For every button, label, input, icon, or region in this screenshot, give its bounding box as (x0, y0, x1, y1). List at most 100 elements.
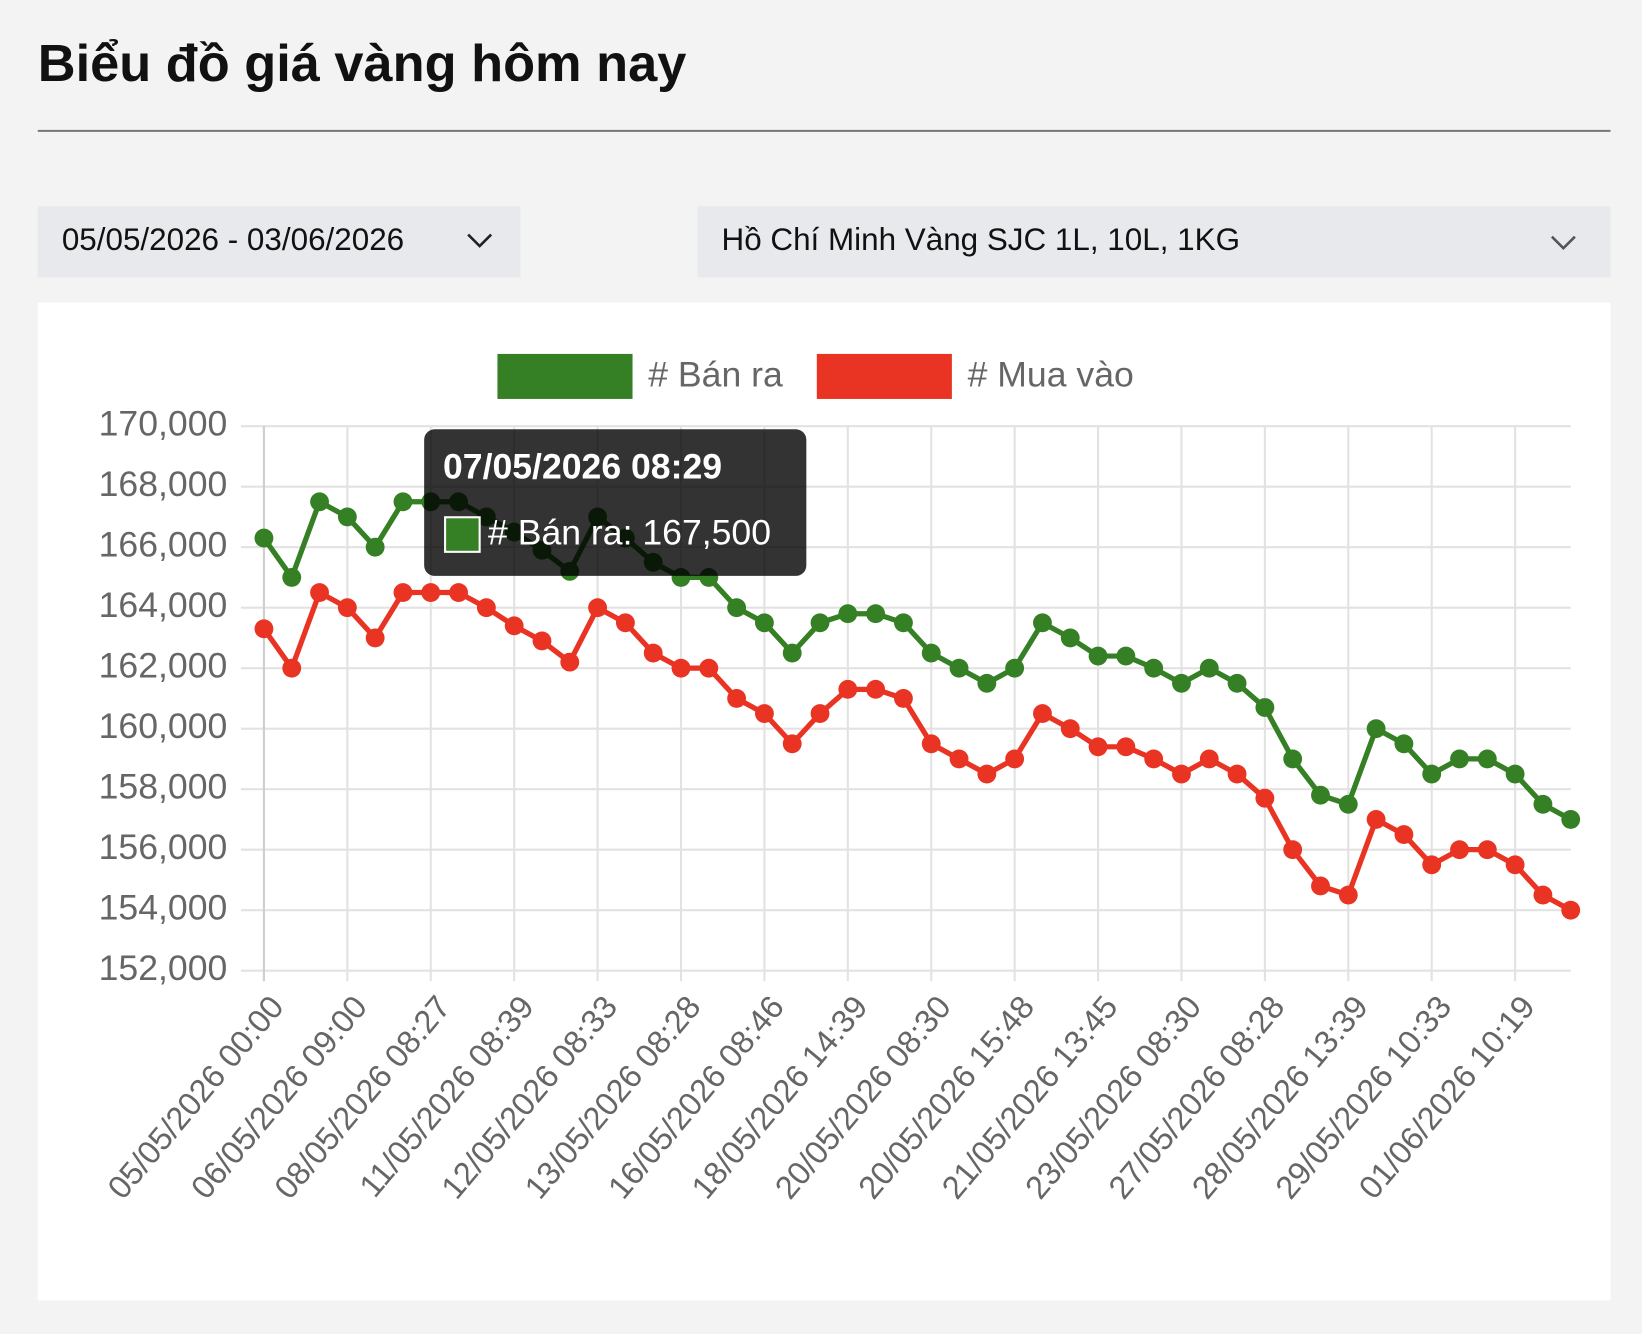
data-point[interactable] (1255, 788, 1275, 808)
data-point[interactable] (1533, 794, 1553, 814)
data-point[interactable] (838, 679, 858, 699)
data-point[interactable] (504, 616, 524, 636)
data-point[interactable] (810, 704, 830, 723)
data-point[interactable] (1199, 749, 1219, 769)
data-point[interactable] (1172, 764, 1191, 784)
data-point[interactable] (393, 583, 413, 602)
data-point[interactable] (866, 679, 886, 699)
dropdown-text[interactable]: Hồ Chí Minh Vàng SJC 1L, 10L, 1KG (722, 222, 1240, 257)
data-point[interactable] (1227, 673, 1247, 693)
data-point[interactable] (337, 598, 357, 618)
data-point[interactable] (476, 598, 496, 618)
data-point[interactable] (1144, 658, 1164, 678)
legend-item[interactable]: # Bán ra (497, 353, 783, 399)
data-point[interactable] (1450, 749, 1469, 769)
legend-label[interactable]: # Bán ra (648, 354, 783, 394)
data-point[interactable] (254, 619, 274, 639)
data-point[interactable] (1060, 628, 1080, 648)
data-point[interactable] (1422, 764, 1442, 784)
data-point[interactable] (1505, 764, 1525, 784)
product-dropdown[interactable]: Hồ Chí Minh Vàng SJC 1L, 10L, 1KG (697, 206, 1611, 278)
data-point[interactable] (1005, 749, 1025, 769)
legend-item[interactable]: # Mua vào (816, 353, 1134, 399)
data-point[interactable] (1144, 749, 1164, 769)
data-point[interactable] (282, 658, 302, 678)
data-point[interactable] (810, 613, 830, 633)
data-point[interactable] (254, 528, 274, 548)
data-point[interactable] (560, 652, 580, 672)
data-point[interactable] (1088, 646, 1108, 666)
data-point[interactable] (727, 598, 747, 618)
data-point[interactable] (1366, 809, 1386, 829)
data-point[interactable] (754, 704, 774, 723)
date-range-dropdown[interactable]: 05/05/2026 - 03/06/2026 (37, 206, 521, 278)
data-point[interactable] (1033, 613, 1052, 633)
data-point[interactable] (782, 643, 802, 663)
legend-label[interactable]: # Mua vào (968, 354, 1134, 394)
data-point[interactable] (1060, 719, 1080, 739)
data-point[interactable] (1116, 737, 1136, 757)
data-point[interactable] (1255, 698, 1275, 717)
data-point[interactable] (1311, 876, 1330, 896)
data-point[interactable] (643, 643, 663, 663)
data-point[interactable] (421, 583, 441, 602)
data-point[interactable] (532, 631, 552, 651)
data-point[interactable] (1533, 885, 1553, 905)
data-point[interactable] (588, 598, 608, 618)
data-point[interactable] (838, 604, 858, 624)
data-point[interactable] (1561, 900, 1581, 920)
data-point[interactable] (894, 688, 913, 708)
data-point[interactable] (1311, 785, 1330, 805)
data-point[interactable] (310, 583, 329, 602)
data-point[interactable] (1116, 646, 1136, 666)
data-point[interactable] (949, 658, 969, 678)
data-point[interactable] (1338, 794, 1358, 814)
data-point[interactable] (1477, 749, 1497, 769)
data-point[interactable] (699, 658, 719, 678)
data-point[interactable] (671, 658, 691, 678)
data-point[interactable] (754, 613, 774, 633)
data-point[interactable] (1227, 764, 1247, 784)
data-point[interactable] (949, 749, 969, 769)
chevron[interactable] (467, 233, 493, 248)
legend-swatch[interactable] (816, 353, 952, 399)
data-point[interactable] (866, 604, 886, 624)
data-point[interactable] (1088, 737, 1108, 757)
data-point[interactable] (393, 492, 413, 512)
data-point[interactable] (615, 613, 635, 633)
dropdown-box[interactable] (697, 206, 1611, 278)
data-point[interactable] (1394, 825, 1414, 844)
y-tick-label: 158,000 (99, 767, 228, 807)
data-point[interactable] (1283, 749, 1303, 769)
data-point[interactable] (282, 567, 302, 587)
data-point[interactable] (365, 537, 385, 557)
data-point[interactable] (921, 734, 941, 754)
legend-swatch[interactable] (497, 353, 633, 399)
data-point[interactable] (310, 492, 329, 512)
data-point[interactable] (1561, 809, 1581, 829)
data-point[interactable] (1199, 658, 1219, 678)
data-point[interactable] (1283, 840, 1303, 860)
data-point[interactable] (1477, 840, 1497, 860)
data-point[interactable] (1394, 734, 1414, 754)
data-point[interactable] (1338, 885, 1358, 905)
data-point[interactable] (1005, 658, 1025, 678)
data-point[interactable] (782, 734, 802, 754)
data-point[interactable] (1033, 704, 1052, 723)
data-point[interactable] (449, 583, 468, 602)
data-point[interactable] (977, 673, 997, 693)
data-point[interactable] (365, 628, 385, 648)
data-point[interactable] (894, 613, 913, 633)
data-point[interactable] (1422, 855, 1442, 875)
data-point[interactable] (727, 688, 747, 708)
data-point[interactable] (1505, 855, 1525, 875)
data-point[interactable] (921, 643, 941, 663)
data-point[interactable] (1172, 673, 1191, 693)
dropdown-box[interactable] (37, 206, 521, 278)
data-point[interactable] (337, 507, 357, 527)
data-point[interactable] (1450, 840, 1469, 860)
data-point[interactable] (1366, 719, 1386, 739)
dropdown-text[interactable]: 05/05/2026 - 03/06/2026 (62, 222, 404, 257)
data-point[interactable] (977, 764, 997, 784)
chevron[interactable] (1550, 235, 1576, 251)
